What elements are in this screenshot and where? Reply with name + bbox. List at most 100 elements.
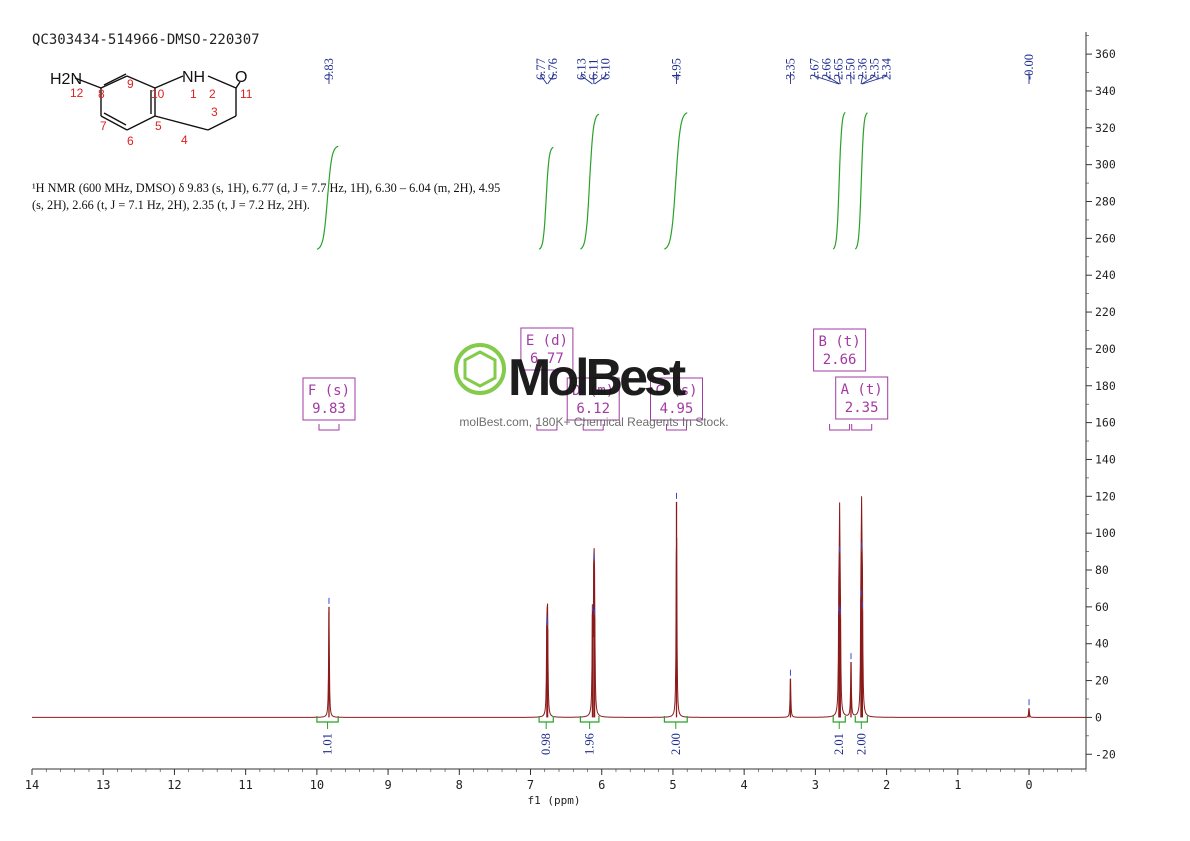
multiplet-bracket [318,424,340,431]
atom-number: 2 [209,87,216,101]
peak-label: 9.83 [322,58,336,80]
x-tick-label: 7 [527,778,534,792]
atom-number: 7 [100,119,107,133]
x-tick-label: 3 [812,778,819,792]
x-tick-label: 0 [1025,778,1032,792]
atom-number: 12 [70,86,84,100]
nmr-description-line1: ¹H NMR (600 MHz, DMSO) δ 9.83 (s, 1H), 6… [32,181,500,195]
multiplet-bracket [829,424,851,431]
peak-label: 6.10 [599,58,613,80]
multiplet-box [520,327,574,371]
integral-curve [832,111,846,250]
structure-group-amine: H2N [50,71,82,88]
nmr-description-line2: (s, 2H), 2.66 (t, J = 7.1 Hz, 2H), 2.35 … [32,198,310,212]
atom-number: 8 [98,87,105,101]
y-tick-label: 280 [1095,195,1116,209]
multiplet-value: 6.12 [576,401,610,417]
chemical-structure: H2N NH O 12 8 9 10 1 2 11 7 5 3 6 4 [50,69,253,148]
atom-number: 10 [151,87,165,101]
atom-number: 5 [155,119,162,133]
peak-label: 2.35 [868,58,882,80]
x-tick-label: 4 [741,778,748,792]
multiplet-label: B (t) [819,334,861,350]
watermark-brand: MolBest [508,349,686,407]
x-ticks: 14 13 12 11 10 9 8 7 6 5 4 3 2 1 0 [25,769,1087,792]
peak-label-connector [826,72,840,85]
peak-label-connector [862,72,888,85]
y-tick-label: 60 [1095,600,1109,614]
integral-label: 2.00 [669,733,683,755]
multiplet-value: 2.66 [823,352,857,368]
integral-label: 2.01 [832,733,846,755]
structure-group-oxygen: O [235,69,247,86]
multiplet-label: E (d) [526,333,568,349]
y-tick-label: -20 [1095,747,1116,761]
integral-curve [316,145,339,250]
integral-label: 2.00 [854,733,868,755]
integral-curve [854,112,868,250]
peak-label: 4.95 [670,58,684,80]
peak-markers [328,492,1030,706]
peak-label: -0.00 [1022,54,1036,80]
multiplet-label: A (t) [841,382,883,398]
multiplet-value: 2.35 [845,400,879,416]
peak-label: 2.36 [856,58,870,80]
multiplet-box [813,328,867,372]
peak-label-connector [814,72,840,85]
y-tick-label: 40 [1095,637,1109,651]
y-tick-label: 80 [1095,563,1109,577]
peak-label: 2.65 [832,58,846,80]
x-axis-label: f1 (ppm) [528,794,581,807]
y-tick-label: 220 [1095,305,1116,319]
watermark-tagline: molBest.com, 180K+ Chemical Reagents In … [459,415,728,429]
sample-id: QC303434-514966-DMSO-220307 [32,32,260,48]
peak-label: 3.35 [784,58,798,80]
multiplet-value: 4.95 [660,401,694,417]
x-tick-label: 10 [310,778,324,792]
y-tick-label: 340 [1095,84,1116,98]
peak-label: 6.76 [546,58,560,80]
multiplet-box [650,377,703,421]
peak-label: 2.67 [808,58,822,80]
y-tick-label: 120 [1095,489,1116,503]
multiplet-bracket [851,424,873,431]
peak-label: 6.77 [534,58,548,80]
x-tick-label: 1 [954,778,961,792]
peak-label: 6.13 [575,58,589,80]
integral-label: 1.96 [583,733,597,755]
integral-label: 1.01 [321,733,335,755]
spectrum-lines [32,496,1086,718]
peak-label: 2.34 [880,57,894,80]
y-tick-label: 320 [1095,121,1116,135]
peak-label: 6.11 [587,59,601,80]
integral-labels: 1.01 0.98 1.96 2.00 2.01 2.00 [316,716,868,755]
peak-label-connector [860,72,864,85]
x-tick-label: 2 [883,778,890,792]
peak-label-connector [540,72,548,85]
atom-number: 4 [181,133,188,147]
y-ticks: -20 0 20 40 60 80 100 120 140 160 180 200 220 240 260 2… [1086,35,1116,761]
y-tick-label: 20 [1095,674,1109,688]
integral-curve [538,146,554,250]
x-tick-label: 12 [167,778,181,792]
x-tick-label: 5 [669,778,676,792]
x-tick-label: 14 [25,778,39,792]
peak-label-connector [581,72,593,85]
structure-atom-numbers: 12 8 9 10 1 2 11 7 5 3 6 4 [70,77,253,148]
multiplet-bracket [582,424,604,431]
peak-label: 2.66 [820,58,834,80]
y-tick-label: 160 [1095,416,1116,430]
multiplet-value: 9.83 [312,401,346,417]
peak-label-connector [547,72,554,85]
x-tick-label: 8 [456,778,463,792]
x-tick-label: 6 [598,778,605,792]
multiplet-bracket [536,424,558,431]
multiplet-boxes: F (s) 9.83 E (d) 6.77 D (m) 6.12 C (s) 4.95 B (t… [302,327,889,431]
peak-label-group: 9.83 6.776.76 6.136.116.10 4.95 3.35 2.672.66… [322,54,1036,85]
y-tick-label: 360 [1095,47,1116,61]
atom-number: 1 [190,87,197,101]
integral-curves [316,111,868,250]
multiplet-bracket [666,424,687,431]
atom-number: 11 [240,87,253,101]
